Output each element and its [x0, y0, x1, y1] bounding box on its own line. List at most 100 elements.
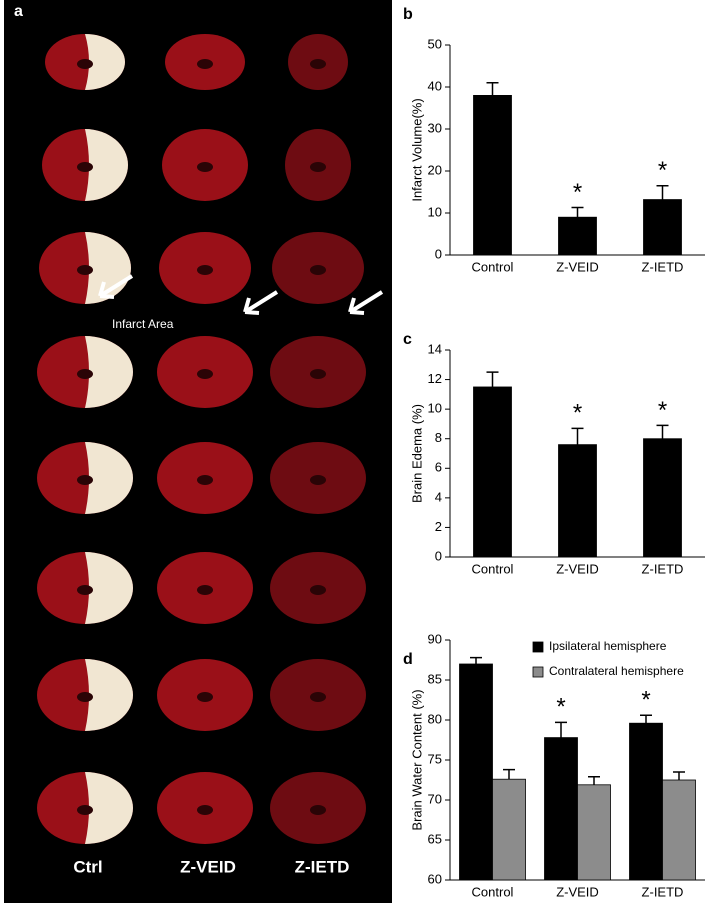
ventricle [310, 475, 326, 485]
legend-swatch [532, 641, 544, 653]
bar [558, 216, 597, 256]
bar [544, 737, 578, 881]
error-bar [588, 776, 600, 785]
error-bar [673, 771, 685, 780]
y-tick-label: 2 [435, 519, 442, 534]
y-tick-label: 65 [428, 831, 442, 846]
ventricle [197, 369, 213, 379]
y-tick-label: 85 [428, 671, 442, 686]
significance-marker: * [573, 179, 582, 206]
y-axis-label: Infarct Volume(%) [409, 98, 424, 201]
y-tick-label: 14 [428, 341, 442, 356]
ventricle [310, 59, 326, 69]
error-bar [470, 656, 482, 664]
error-bar [571, 427, 584, 445]
legend-swatch [532, 666, 544, 678]
ventricle [197, 162, 213, 172]
ventricle [197, 805, 213, 815]
significance-marker: * [641, 687, 650, 714]
y-tick-label: 40 [428, 78, 442, 93]
significance-marker: * [658, 157, 667, 184]
annotation: Infarct Area [112, 317, 174, 331]
column-label: Ctrl [73, 857, 102, 876]
x-tick-label: Z-IETD [642, 561, 684, 576]
y-tick-label: 70 [428, 791, 442, 806]
panel-label: b [403, 6, 413, 23]
bar [629, 722, 663, 881]
panel-label: c [403, 331, 412, 348]
x-tick-label: Z-VEID [556, 259, 599, 274]
error-bar [555, 721, 567, 738]
bar [577, 784, 611, 881]
x-tick-label: Z-VEID [556, 884, 599, 899]
ventricle [77, 162, 93, 172]
error-bar [486, 82, 499, 96]
y-tick-label: 20 [428, 162, 442, 177]
error-bar [486, 371, 499, 387]
infarct [85, 129, 128, 201]
error-bar [571, 206, 584, 218]
infarct [85, 772, 133, 844]
error-bar [640, 714, 652, 724]
error-bar [656, 424, 669, 439]
x-tick-label: Z-IETD [642, 884, 684, 899]
bar [459, 663, 493, 881]
y-tick-label: 4 [435, 489, 442, 504]
ventricle [310, 585, 326, 595]
ventricle [310, 162, 326, 172]
ventricle [197, 475, 213, 485]
y-tick-label: 6 [435, 460, 442, 475]
infarct [85, 336, 133, 408]
x-tick-label: Control [472, 884, 514, 899]
bar [662, 779, 696, 881]
ventricle [77, 475, 93, 485]
bar [643, 199, 682, 256]
y-axis-label: Brain Water Content (%) [409, 689, 424, 830]
x-tick-label: Z-IETD [642, 259, 684, 274]
y-tick-label: 30 [428, 120, 442, 135]
ventricle [310, 369, 326, 379]
ventricle [77, 805, 93, 815]
y-tick-label: 80 [428, 711, 442, 726]
infarct [85, 442, 133, 514]
ventricle [310, 265, 326, 275]
infarct [85, 552, 133, 624]
significance-marker: * [658, 397, 667, 424]
y-tick-label: 8 [435, 430, 442, 445]
y-tick-label: 12 [428, 371, 442, 386]
y-tick-label: 0 [435, 548, 442, 563]
significance-marker: * [556, 694, 565, 721]
ventricle [197, 59, 213, 69]
arrows [98, 274, 384, 315]
ventricle [77, 585, 93, 595]
x-tick-label: Control [472, 259, 514, 274]
x-tick-label: Control [472, 561, 514, 576]
ventricle [197, 692, 213, 702]
ventricle [77, 369, 93, 379]
y-tick-label: 10 [428, 204, 442, 219]
y-tick-label: 60 [428, 871, 442, 886]
bar [558, 444, 597, 558]
y-tick-label: 50 [428, 36, 442, 51]
infarct [85, 34, 125, 90]
ventricle [77, 59, 93, 69]
panel-label: d [403, 651, 413, 668]
ventricle [310, 692, 326, 702]
ventricle [77, 692, 93, 702]
y-axis-label: Brain Edema (%) [409, 404, 424, 503]
bar [643, 438, 682, 558]
x-tick-label: Z-VEID [556, 561, 599, 576]
column-label: Z-IETD [295, 857, 350, 876]
y-tick-label: 90 [428, 631, 442, 646]
error-bar [503, 768, 515, 780]
error-bar [656, 184, 669, 200]
ventricle [197, 585, 213, 595]
column-label: Z-VEID [180, 857, 236, 876]
bar [492, 778, 526, 881]
significance-marker: * [573, 400, 582, 427]
ventricle [77, 265, 93, 275]
ventricle [310, 805, 326, 815]
infarct [85, 659, 133, 731]
legend-label: Ipsilateral hemisphere [549, 639, 667, 653]
